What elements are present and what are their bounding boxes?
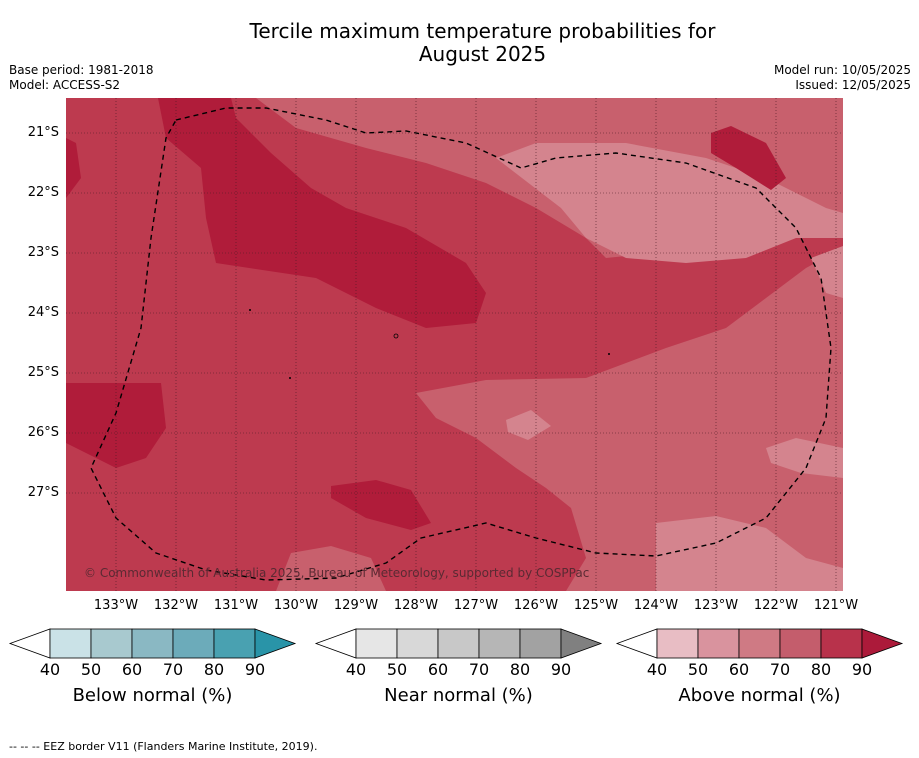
island-marker: [249, 309, 251, 311]
region-above-90-west-top: [66, 138, 81, 198]
colorbar-segment: [49, 628, 92, 659]
longitude-label: 128°W: [393, 598, 439, 613]
colorbar-under-triangle: [8, 628, 51, 659]
colorbar-tick-label: 90: [550, 660, 572, 679]
latitude-label: 26°S: [27, 425, 59, 440]
colorbar-title: Below normal (%): [72, 685, 233, 706]
chart-title: Tercile maximum temperature probabilitie…: [0, 20, 919, 66]
colorbar-segment: [478, 628, 521, 659]
colorbar-tick-label: 80: [810, 660, 832, 679]
longitude-label: 121°W: [813, 598, 859, 613]
colorbar-segment: [131, 628, 174, 659]
longitude-label: 126°W: [513, 598, 559, 613]
region-above-60-southeast: [656, 516, 843, 591]
colorbar-segment: [779, 628, 822, 659]
colorbar-tick-label: 50: [80, 660, 102, 679]
longitude-label: 132°W: [153, 598, 199, 613]
longitude-label: 131°W: [213, 598, 259, 613]
colorbar-segment: [355, 628, 398, 659]
colorbar-segment: [697, 628, 740, 659]
right-meta: Model run: 10/05/2025 Issued: 12/05/2025: [774, 63, 911, 93]
eez-border: [90, 107, 832, 581]
longitude-label: 129°W: [333, 598, 379, 613]
colorbar-segment: [656, 628, 699, 659]
issued-date: Issued: 12/05/2025: [795, 78, 911, 92]
colorbar-segment: [213, 628, 256, 659]
colorbar-tick-label: 80: [509, 660, 531, 679]
longitude-label: 127°W: [453, 598, 499, 613]
region-above-90-south: [331, 480, 431, 530]
colorbar-title: Near normal (%): [384, 685, 533, 706]
colorbar-tick-label: 70: [769, 660, 791, 679]
copyright-text: © Commonwealth of Australia 2025, Bureau…: [84, 566, 590, 580]
colorbar-tick-label: 60: [121, 660, 143, 679]
colorbar-title: Above normal (%): [678, 685, 841, 706]
colorbar-tick-label: 50: [386, 660, 408, 679]
colorbar-tick-label: 40: [39, 660, 61, 679]
colorbar-over-triangle: [560, 628, 603, 659]
region-above-70-bottom: [276, 546, 386, 591]
longitude-label: 123°W: [693, 598, 739, 613]
colorbar-over-triangle: [861, 628, 904, 659]
colorbar-segment: [396, 628, 439, 659]
longitude-label: 130°W: [273, 598, 319, 613]
colorbar-tick-label: 90: [244, 660, 266, 679]
colorbar-segment: [172, 628, 215, 659]
eez-footnote: -- -- -- EEZ border V11 (Flanders Marine…: [9, 740, 318, 753]
colorbar-segment: [437, 628, 480, 659]
region-above-90-northeast: [711, 126, 786, 190]
title-line-2: August 2025: [418, 42, 547, 66]
region-above-60-center: [506, 410, 551, 440]
left-meta: Base period: 1981-2018 Model: ACCESS-S2: [9, 63, 154, 93]
colorbar-tick-label: 60: [728, 660, 750, 679]
colorbar-segment: [519, 628, 562, 659]
region-above-60-northeast: [496, 143, 843, 263]
colorbar-tick-label: 40: [646, 660, 668, 679]
latitude-label: 23°S: [27, 245, 59, 260]
colorbar-under-triangle: [615, 628, 658, 659]
colorbar-tick-label: 60: [427, 660, 449, 679]
colorbar-tick-label: 40: [345, 660, 367, 679]
colorbar-tick-label: 80: [203, 660, 225, 679]
colorbar-tick-label: 70: [468, 660, 490, 679]
region-above-60-east-mid: [766, 438, 843, 478]
region-above-90-north: [158, 98, 486, 328]
island-marker: [393, 333, 399, 339]
colorbar: [8, 628, 297, 659]
longitude-label: 133°W: [93, 598, 139, 613]
model-run: Model run: 10/05/2025: [773, 63, 911, 77]
longitude-label: 124°W: [633, 598, 679, 613]
island-marker: [608, 353, 610, 355]
latitude-label: 25°S: [27, 365, 59, 380]
probability-map: [66, 98, 843, 591]
colorbar: [615, 628, 904, 659]
model-name: Model: ACCESS-S2: [9, 78, 121, 92]
colorbar-tick-label: 50: [687, 660, 709, 679]
colorbar-tick-label: 70: [162, 660, 184, 679]
colorbar: [314, 628, 603, 659]
map-grid: [66, 98, 843, 591]
colorbar-segment: [820, 628, 863, 659]
region-above-70-south: [416, 248, 843, 591]
latitude-label: 27°S: [27, 485, 59, 500]
title-line-1: Tercile maximum temperature probabilitie…: [249, 19, 716, 43]
latitude-label: 24°S: [27, 305, 59, 320]
island-marker: [289, 377, 291, 379]
colorbar-over-triangle: [254, 628, 297, 659]
latitude-label: 21°S: [27, 125, 59, 140]
colorbar-under-triangle: [314, 628, 357, 659]
region-above-60-east-edge: [811, 246, 843, 298]
base-period: Base period: 1981-2018: [9, 63, 154, 77]
latitude-label: 22°S: [27, 185, 59, 200]
longitude-label: 125°W: [573, 598, 619, 613]
colorbar-tick-label: 90: [851, 660, 873, 679]
longitude-label: 122°W: [753, 598, 799, 613]
colorbar-segment: [90, 628, 133, 659]
map-svg: [66, 98, 843, 591]
colorbar-segment: [738, 628, 781, 659]
